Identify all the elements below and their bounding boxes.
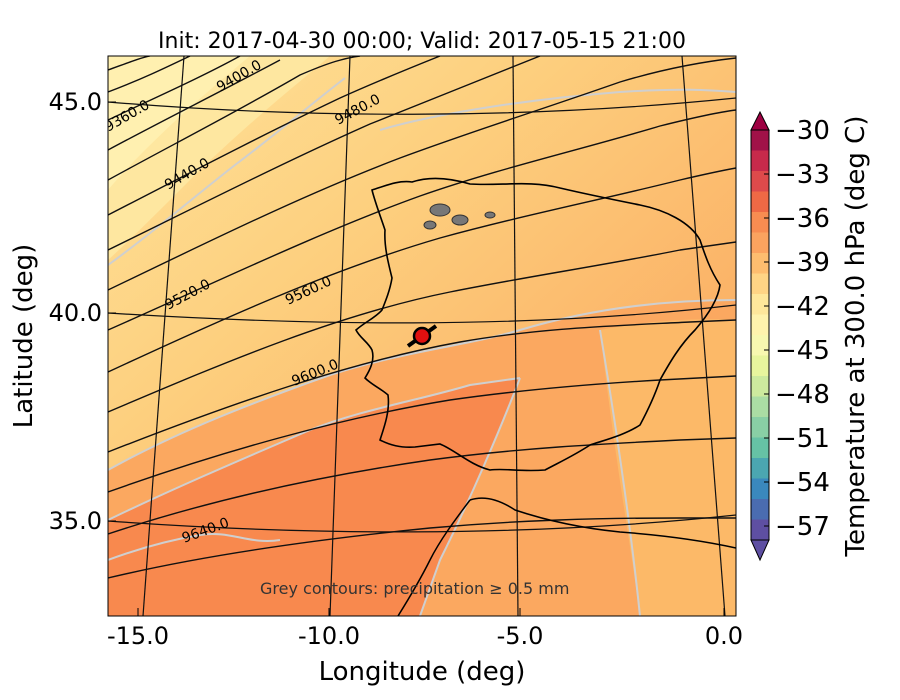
x-axis: -15.0 -10.0 -5.0 0.0 Longitude (deg) [107, 608, 743, 687]
colorbar-tick-label: −51 [775, 424, 830, 454]
y-tick-45: 45.0 [49, 88, 102, 116]
colorbar-tick-label: −39 [775, 248, 830, 278]
colorbar-label: Temperature at 300.0 hPa (deg C) [841, 116, 871, 558]
iberia-coastline [355, 177, 721, 472]
lon-minus10-line [329, 56, 351, 616]
colorbar-top-extend [750, 110, 770, 131]
colorbar-tick-label: −54 [775, 468, 830, 498]
colorbar-segment [751, 355, 769, 377]
colorbar-segment [751, 150, 769, 172]
colorbar-tick-label: −42 [775, 292, 830, 322]
colorbar-segment [751, 294, 769, 315]
map-frame [107, 55, 737, 617]
graticule [108, 56, 736, 616]
temp-band-lightest [108, 56, 250, 190]
x-tick-0: 0.0 [705, 622, 743, 650]
colorbar-bottom-extend [750, 539, 770, 562]
colorbar-segment [751, 437, 769, 459]
colorbar-segment [751, 458, 769, 479]
x-tick-minus15: -15.0 [107, 622, 169, 650]
height-contours [108, 56, 736, 579]
colorbar-tick-label: −48 [775, 380, 830, 410]
x-axis-label: Longitude (deg) [319, 657, 526, 687]
colorbar-segment [751, 519, 769, 541]
colorbar-segment [751, 273, 769, 295]
lon-0-line [681, 56, 726, 616]
colorbar-tick-label: −33 [775, 160, 830, 190]
colorbar-tick-label: −45 [775, 336, 830, 366]
temp-contours [108, 77, 736, 616]
x-tick-minus10: -10.0 [298, 622, 360, 650]
y-tick-40: 40.0 [49, 299, 102, 327]
africa-coastline [469, 497, 736, 549]
colorbar-segment [751, 171, 769, 192]
lat-40-line [108, 304, 736, 324]
colorbar-segment [751, 499, 769, 520]
precipitation-note: Grey contours: precipitation ≥ 0.5 mm [260, 579, 569, 598]
colorbar-segment [751, 232, 769, 254]
colorbar-segment [751, 314, 769, 336]
lon-minus5-line [512, 56, 519, 616]
lon-minus15-line [142, 56, 185, 616]
colorbar-segment [751, 478, 769, 500]
lat-35-line [108, 514, 736, 533]
location-marker [412, 326, 432, 346]
colorbar-frame [750, 129, 770, 541]
colorbar-segment [751, 396, 769, 418]
colorbar-tick-label: −30 [775, 116, 830, 146]
colorbar-tick-label: −57 [775, 512, 830, 542]
precip-areas [423, 203, 496, 230]
colorbar-segments [751, 130, 769, 541]
y-axis: 45.0 40.0 35.0 Latitude (deg) [9, 88, 116, 535]
colorbar-segment [751, 191, 769, 213]
plot-title: Init: 2017-04-30 00:00; Valid: 2017-05-1… [158, 29, 686, 54]
colorbar-segment [751, 130, 769, 151]
colorbar-segment [751, 212, 769, 233]
map-panel: 9360.0 9400.0 9440.0 9480.0 9520.0 9560.… [108, 56, 736, 616]
colorbar-segment [751, 253, 769, 274]
colorbar-segment [751, 335, 769, 356]
y-tick-35: 35.0 [49, 507, 102, 535]
lat-45-line [108, 97, 736, 115]
colorbar: −30 −33 −36 −39 −42 −45 −48 −51 −54 −57 Temperatu… [750, 110, 871, 562]
y-axis-label: Latitude (deg) [9, 244, 39, 429]
africa-west-coast [397, 499, 471, 616]
colorbar-segment [751, 417, 769, 438]
colorbar-segment [751, 376, 769, 397]
x-tick-minus5: -5.0 [497, 622, 544, 650]
colorbar-tick-label: −36 [775, 204, 830, 234]
colorbar-ticks: −30 −33 −36 −39 −42 −45 −48 −51 −54 −57 [764, 116, 830, 542]
